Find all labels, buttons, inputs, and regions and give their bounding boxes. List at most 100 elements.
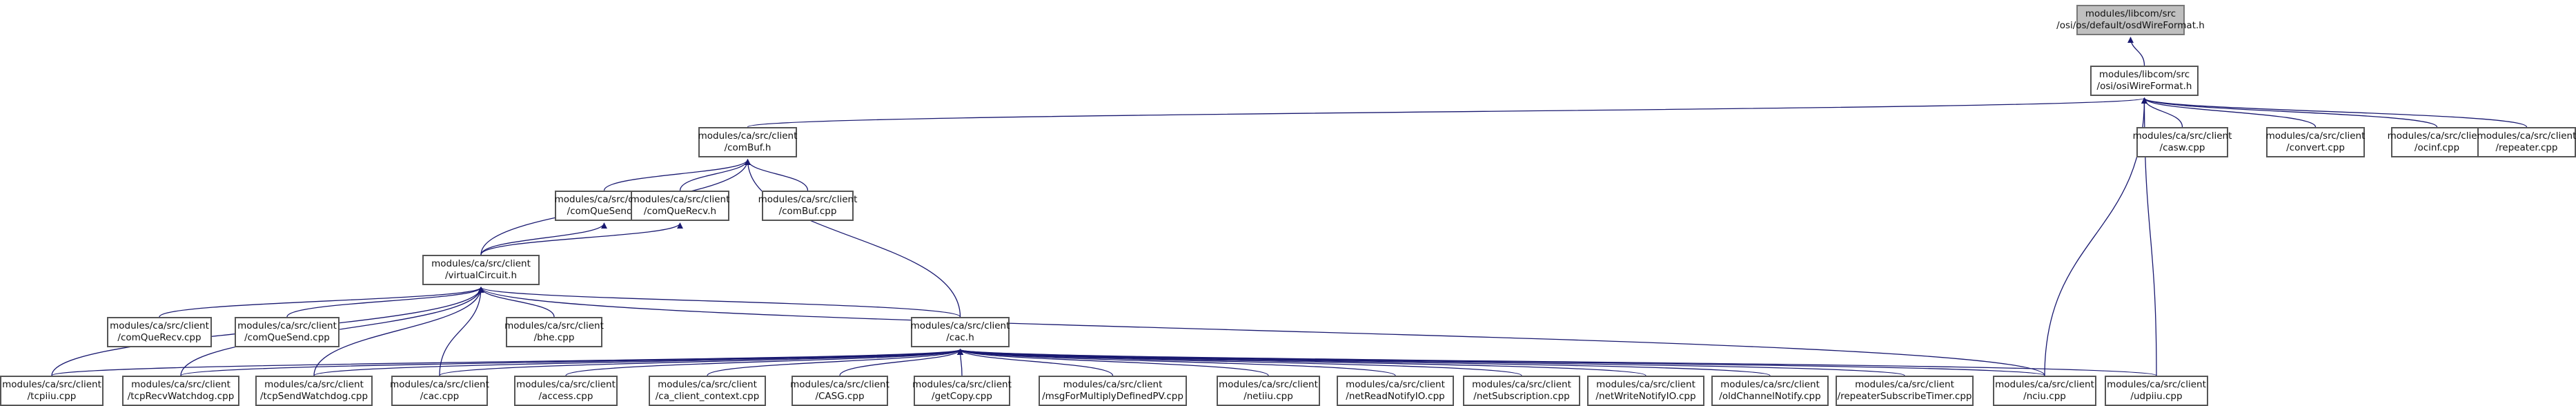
edge-netReadNotifyIO-to-cac_h <box>957 349 1396 376</box>
node-line-1: modules/ca/src/client <box>1063 379 1163 390</box>
node-repeaterSubscribeTimer-cpp[interactable]: modules/ca/src/client /repeaterSubscribe… <box>1836 376 1974 406</box>
node-line-2: /cac.cpp <box>420 391 460 402</box>
node-line-2: /osi/osiWireFormat.h <box>2096 81 2192 92</box>
node-comBuf-cpp[interactable]: modules/ca/src/client /comBuf.cpp <box>758 191 857 221</box>
node-CASG-cpp[interactable]: modules/ca/src/client /CASG.cpp <box>790 376 889 406</box>
node-line-2: /netiiu.cpp <box>1243 391 1293 402</box>
edge-ocinf-to-osiWireFormat <box>2141 97 2438 128</box>
node-line-1: modules/ca/src/client <box>658 379 757 390</box>
node-line-1: modules/ca/src/client <box>2387 130 2487 142</box>
node-casw-cpp[interactable]: modules/ca/src/client /casw.cpp <box>2133 127 2232 157</box>
node-line-1: modules/ca/src/client <box>912 379 1012 390</box>
node-line-2: /netSubscription.cpp <box>1473 391 1570 402</box>
node-netiiu-cpp[interactable]: modules/ca/src/client /netiiu.cpp <box>1217 376 1320 406</box>
node-line-1: modules/ca/src/client <box>698 130 798 142</box>
edge-virtualCircuit-to-comQueRecv_h <box>480 222 683 255</box>
node-line-2: /comBuf.h <box>724 142 771 153</box>
node-bhe-cpp[interactable]: modules/ca/src/client /bhe.cpp <box>504 317 604 347</box>
edge-tcpSendWatchdog-to-virtualCircuit <box>313 287 484 376</box>
node-getCopy-cpp[interactable]: modules/ca/src/client /getCopy.cpp <box>912 376 1012 406</box>
node-line-2: /convert.cpp <box>2286 142 2345 153</box>
node-line-2: /udpiiu.cpp <box>2130 391 2183 402</box>
node-tcpSendWatchdog-cpp[interactable]: modules/ca/src/client /tcpSendWatchdog.c… <box>255 376 373 406</box>
node-line-2: /access.cpp <box>538 391 593 402</box>
edge-convert-to-osiWireFormat <box>2141 97 2317 128</box>
node-oldChannelNotify-cpp[interactable]: modules/ca/src/client /oldChannelNotify.… <box>1711 376 1829 406</box>
edge-tcpSendWatchdog-to-cac_h <box>313 349 963 376</box>
node-line-1: modules/ca/src/client <box>516 379 616 390</box>
node-line-1: modules/ca/src/client <box>131 379 230 390</box>
edge-comQueSend_h-to-comBuf_h <box>603 159 751 191</box>
node-line-1: modules/ca/src/client <box>1346 379 1445 390</box>
node-cac-cpp[interactable]: modules/ca/src/client /cac.cpp <box>390 376 489 406</box>
node-line-2: /ca_client_context.cpp <box>655 391 760 402</box>
node-line-1: modules/ca/src/client <box>264 379 364 390</box>
node-line-2: /tcpSendWatchdog.cpp <box>259 391 368 402</box>
node-line-1: modules/ca/src/client <box>758 194 858 205</box>
node-line-2: /casw.cpp <box>2159 142 2205 153</box>
node-line-2: /bhe.cpp <box>533 332 575 343</box>
node-line-1: modules/ca/src/client <box>1472 379 1571 390</box>
node-netWriteNotifyIO-cpp[interactable]: modules/ca/src/client /netWriteNotifyIO.… <box>1587 376 1704 406</box>
node-line-1: modules/ca/src/client <box>1596 379 1695 390</box>
edge-bhe-to-virtualCircuit <box>478 287 555 318</box>
node-comBuf-h[interactable]: modules/ca/src/client /comBuf.h <box>698 127 797 157</box>
node-convert-cpp[interactable]: modules/ca/src/client /convert.cpp <box>2266 127 2365 157</box>
node-line-2: /msgForMultiplyDefinedPV.cpp <box>1042 391 1183 402</box>
node-comQueSend-h[interactable]: modules/ca/src/client /comQueSend.h <box>555 191 653 221</box>
node-osdWireFormat-h: modules/libcom/src /osi/os/default/osdWi… <box>2056 5 2205 35</box>
node-line-2: /oldChannelNotify.cpp <box>1719 391 1821 402</box>
edge-osiWireFormat-to-osdWireFormat <box>2127 37 2145 66</box>
node-line-2: /comBuf.cpp <box>778 206 837 217</box>
node-cac-h[interactable]: modules/ca/src/client /cac.h <box>911 317 1010 347</box>
node-ocinf-cpp[interactable]: modules/ca/src/client /ocinf.cpp <box>2388 127 2486 157</box>
edge-nciu-to-virtualCircuit <box>478 287 2045 376</box>
node-nciu-cpp[interactable]: modules/ca/src/client /nciu.cpp <box>1993 376 2096 406</box>
node-comQueSend-cpp[interactable]: modules/ca/src/client /comQueSend.cpp <box>235 317 340 347</box>
edge-getCopy-to-cac_h <box>957 349 964 376</box>
node-line-1: modules/ca/src/client <box>504 320 604 331</box>
node-line-1: modules/ca/src/client <box>910 320 1010 331</box>
node-tcpiiu-cpp[interactable]: modules/ca/src/client /tcpiiu.cpp <box>0 376 104 406</box>
edge-comBuf_h-to-osiWireFormat <box>747 97 2147 128</box>
node-netReadNotifyIO-cpp[interactable]: modules/ca/src/client /netReadNotifyIO.c… <box>1337 376 1454 406</box>
node-repeater-cpp[interactable]: modules/ca/src/client /repeater.cpp <box>2477 127 2576 157</box>
node-line-2: /osi/os/default/osdWireFormat.h <box>2056 20 2205 31</box>
node-access-cpp[interactable]: modules/ca/src/client /access.cpp <box>514 376 618 406</box>
edge-netiiu-to-cac_h <box>957 349 1269 376</box>
node-tcpRecvWatchdog-cpp[interactable]: modules/ca/src/client /tcpRecvWatchdog.c… <box>122 376 239 406</box>
node-netSubscription-cpp[interactable]: modules/ca/src/client /netSubscription.c… <box>1463 376 1580 406</box>
node-line-1: modules/ca/src/client <box>790 379 889 390</box>
node-osiWireFormat-h[interactable]: modules/libcom/src /osi/osiWireFormat.h <box>2090 66 2199 96</box>
node-line-1: modules/ca/src/client <box>2265 130 2366 142</box>
edge-comQueSend_cpp-to-virtualCircuit <box>286 287 484 318</box>
node-line-2: /comQueSend.h <box>567 206 642 217</box>
node-line-1: modules/ca/src/client <box>630 194 730 205</box>
node-msgForMultiplyDefinedPV-cpp[interactable]: modules/ca/src/client /msgForMultiplyDef… <box>1039 376 1187 406</box>
node-line-1: modules/ca/src/client <box>2 379 101 390</box>
edge-virtualCircuit-to-comQueSend_h <box>480 222 607 255</box>
node-line-2: /tcpRecvWatchdog.cpp <box>127 391 235 402</box>
node-line-2: /cac.h <box>946 332 974 343</box>
edge-nciu-to-osiWireFormat <box>2044 97 2147 376</box>
edge-comQueRecv_h-to-comBuf_h <box>679 159 751 191</box>
node-udpiiu-cpp[interactable]: modules/ca/src/client /udpiiu.cpp <box>2105 376 2208 406</box>
edge-msgForMultiplyDefinedPV-to-cac_h <box>957 349 1114 376</box>
edge-cac_cpp-to-cac_h <box>439 349 963 376</box>
edge-cac_h-to-virtualCircuit <box>478 287 961 318</box>
node-line-1: modules/ca/src/client <box>2477 130 2576 142</box>
edge-access-to-cac_h <box>565 349 963 376</box>
node-comQueRecv-h[interactable]: modules/ca/src/client /comQueRecv.h <box>631 191 729 221</box>
node-line-1: modules/ca/src/client <box>1855 379 1954 390</box>
edge-cac_cpp-to-virtualCircuit <box>439 287 484 376</box>
node-line-1: modules/ca/src/client <box>2132 130 2232 142</box>
node-comQueRecv-cpp[interactable]: modules/ca/src/client /comQueRecv.cpp <box>107 317 212 347</box>
edge-ca_client_context-to-cac_h <box>707 349 963 376</box>
node-line-2: /getCopy.cpp <box>932 391 992 402</box>
node-ca-client-context-cpp[interactable]: modules/ca/src/client /ca_client_context… <box>649 376 766 406</box>
node-line-2: /comQueRecv.h <box>643 206 717 217</box>
node-line-1: modules/ca/src/client <box>2107 379 2206 390</box>
node-virtualCircuit-h[interactable]: modules/ca/src/client /virtualCircuit.h <box>422 255 540 285</box>
